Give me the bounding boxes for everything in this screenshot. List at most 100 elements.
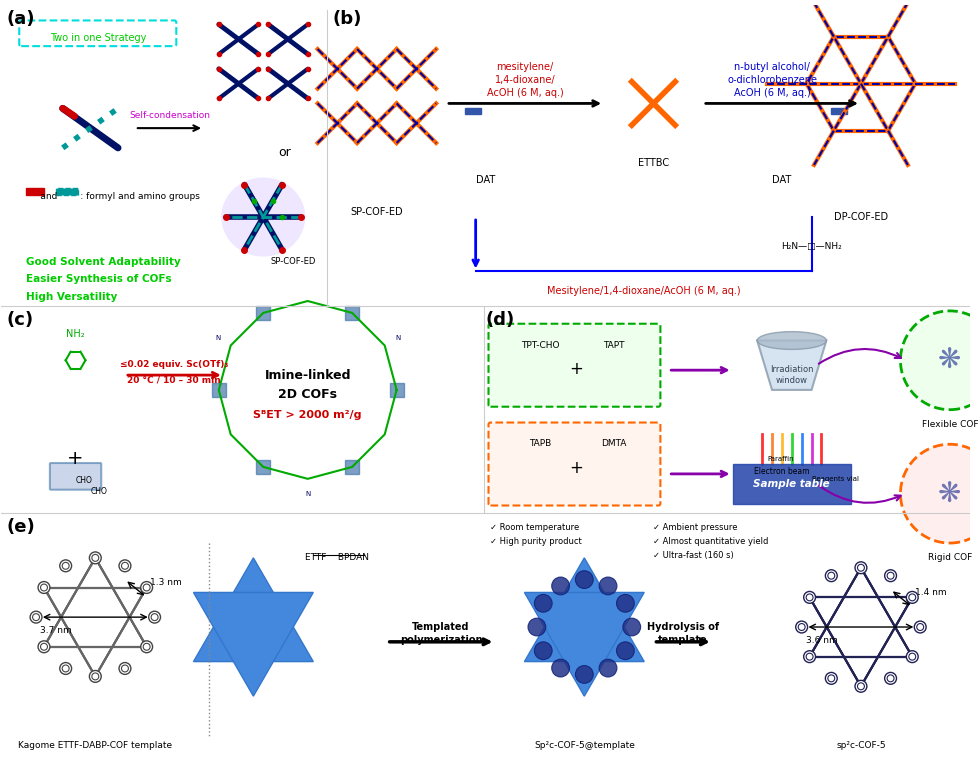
Text: 3.6 nm: 3.6 nm xyxy=(806,637,837,645)
Text: N: N xyxy=(216,335,220,341)
Circle shape xyxy=(906,650,918,663)
Text: Good Solvent Adaptability: Good Solvent Adaptability xyxy=(26,256,181,267)
Text: Self-condensation: Self-condensation xyxy=(129,111,210,120)
FancyBboxPatch shape xyxy=(50,463,101,489)
Circle shape xyxy=(796,621,808,633)
FancyBboxPatch shape xyxy=(488,423,661,505)
Text: (c): (c) xyxy=(7,311,33,329)
Text: ❋: ❋ xyxy=(938,479,961,508)
Text: SᴮET > 2000 m²/g: SᴮET > 2000 m²/g xyxy=(254,410,362,420)
Text: (b): (b) xyxy=(332,9,362,28)
Text: Imine-linked: Imine-linked xyxy=(265,369,351,382)
Bar xyxy=(257,460,270,474)
Bar xyxy=(257,306,270,320)
Polygon shape xyxy=(758,341,826,390)
Circle shape xyxy=(616,642,634,660)
Text: DAT: DAT xyxy=(476,175,495,185)
Polygon shape xyxy=(193,558,314,662)
Text: Sample table: Sample table xyxy=(754,479,830,489)
Circle shape xyxy=(616,594,634,612)
Bar xyxy=(56,189,77,196)
Text: 1.4 nm: 1.4 nm xyxy=(915,588,947,597)
Text: Reagents vial: Reagents vial xyxy=(811,476,858,482)
Text: Easier Synthesis of COFs: Easier Synthesis of COFs xyxy=(26,275,172,285)
Circle shape xyxy=(599,577,617,595)
Text: (a): (a) xyxy=(7,9,35,28)
Text: 3.7 nm: 3.7 nm xyxy=(40,627,72,636)
Bar xyxy=(831,108,847,114)
Circle shape xyxy=(901,311,980,410)
Bar xyxy=(345,306,359,320)
Circle shape xyxy=(552,659,569,677)
Polygon shape xyxy=(524,558,644,662)
Circle shape xyxy=(534,594,552,612)
Text: (d): (d) xyxy=(485,311,514,329)
Text: Two in one Strategy: Two in one Strategy xyxy=(50,33,146,43)
Circle shape xyxy=(119,663,131,674)
Text: ✓ Ambient pressure: ✓ Ambient pressure xyxy=(654,523,738,532)
Circle shape xyxy=(141,581,153,594)
Text: ETTF    BPDAN: ETTF BPDAN xyxy=(306,553,369,562)
Text: n-butyl alcohol/
o-dichlorobenzene
AcOH (6 M, aq.): n-butyl alcohol/ o-dichlorobenzene AcOH … xyxy=(727,62,817,98)
Circle shape xyxy=(855,561,867,574)
Text: 20 °C / 10 – 30 min: 20 °C / 10 – 30 min xyxy=(127,375,221,384)
Circle shape xyxy=(60,663,72,674)
Text: ≤0.02 equiv. Sc(OTf)₃: ≤0.02 equiv. Sc(OTf)₃ xyxy=(121,360,228,369)
Text: NH₂: NH₂ xyxy=(67,329,85,339)
Text: Irradiation
window: Irradiation window xyxy=(770,365,813,385)
Circle shape xyxy=(89,552,101,564)
Circle shape xyxy=(89,670,101,683)
Text: CHO: CHO xyxy=(75,476,92,485)
Text: CHO: CHO xyxy=(90,487,107,495)
Text: (e): (e) xyxy=(7,518,35,536)
Circle shape xyxy=(30,611,42,623)
Text: Rigid COF: Rigid COF xyxy=(928,553,972,562)
Text: H₂N—□—NH₂: H₂N—□—NH₂ xyxy=(781,242,842,251)
Text: Electron beam: Electron beam xyxy=(755,467,809,476)
Circle shape xyxy=(825,673,837,684)
Text: ✓ High purity product: ✓ High purity product xyxy=(490,537,582,546)
Ellipse shape xyxy=(758,331,826,350)
Text: Mesitylene/1,4-dioxane/AcOH (6 M, aq.): Mesitylene/1,4-dioxane/AcOH (6 M, aq.) xyxy=(547,286,741,296)
Circle shape xyxy=(804,650,815,663)
Text: ✓ Almost quantitative yield: ✓ Almost quantitative yield xyxy=(654,537,769,546)
Circle shape xyxy=(38,581,50,594)
Polygon shape xyxy=(193,592,314,696)
Text: 2D COFs: 2D COFs xyxy=(278,388,337,401)
Text: N: N xyxy=(395,335,400,341)
Circle shape xyxy=(599,659,617,677)
Text: +: + xyxy=(569,360,583,378)
Text: High Versatility: High Versatility xyxy=(26,292,118,302)
Text: SP-COF-ED: SP-COF-ED xyxy=(351,207,403,217)
Text: sp²c-COF-5: sp²c-COF-5 xyxy=(836,741,886,749)
Circle shape xyxy=(38,641,50,653)
Text: Sp²c-COF-5@template: Sp²c-COF-5@template xyxy=(534,741,635,749)
Text: TPT-CHO: TPT-CHO xyxy=(520,341,560,350)
Circle shape xyxy=(575,571,593,588)
Circle shape xyxy=(119,560,131,571)
Text: TAPT: TAPT xyxy=(604,341,624,350)
Text: or: or xyxy=(278,146,291,160)
Bar xyxy=(732,464,851,503)
Circle shape xyxy=(885,673,897,684)
Circle shape xyxy=(528,618,546,636)
Circle shape xyxy=(906,591,918,604)
Circle shape xyxy=(914,621,926,633)
Circle shape xyxy=(141,641,153,653)
Circle shape xyxy=(575,666,593,683)
Circle shape xyxy=(804,591,815,604)
Text: Kagome ETTF-DABP-COF template: Kagome ETTF-DABP-COF template xyxy=(19,741,172,749)
Text: Flexible COF: Flexible COF xyxy=(921,420,978,429)
Circle shape xyxy=(885,570,897,581)
Text: N: N xyxy=(305,491,311,497)
Bar xyxy=(465,108,480,114)
Text: and        : formyl and amino groups: and : formyl and amino groups xyxy=(26,193,200,202)
Text: DAT: DAT xyxy=(772,175,792,185)
FancyBboxPatch shape xyxy=(488,324,661,407)
Text: ✓ Ultra-fast (160 s): ✓ Ultra-fast (160 s) xyxy=(654,551,734,560)
Text: TAPB: TAPB xyxy=(529,439,551,449)
Bar xyxy=(390,383,404,397)
Text: Paraffin: Paraffin xyxy=(767,456,794,462)
Circle shape xyxy=(60,560,72,571)
Circle shape xyxy=(855,680,867,692)
